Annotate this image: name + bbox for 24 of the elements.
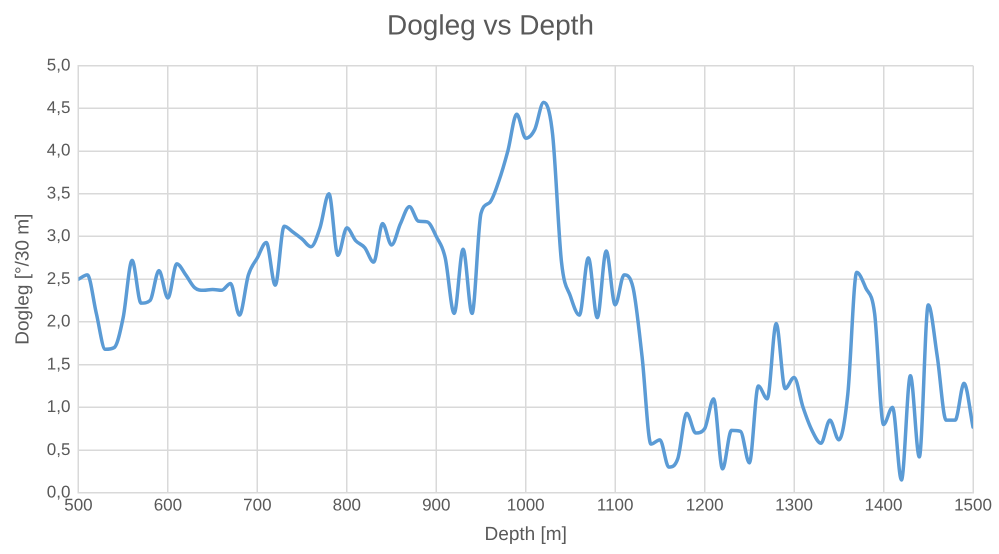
y-tick-label: 1,5 <box>46 354 70 374</box>
y-axis-title: Dogleg [°/30 m] <box>12 214 34 345</box>
x-tick-label: 1100 <box>596 496 634 515</box>
x-tick-label: 1500 <box>954 496 992 515</box>
x-tick-label: 900 <box>422 496 450 515</box>
x-tick-label: 1300 <box>775 496 813 515</box>
y-tick-label: 0,5 <box>46 440 70 459</box>
y-tick-label: 4,0 <box>46 140 70 160</box>
chart-title: Dogleg vs Depth <box>386 10 594 41</box>
y-tick-label: 2,5 <box>46 268 70 288</box>
y-tick-label: 3,5 <box>46 183 70 202</box>
x-tick-label: 800 <box>332 496 361 515</box>
y-tick-label: 4,5 <box>46 98 70 118</box>
x-tick-label: 1200 <box>686 496 724 515</box>
x-tick-label: 600 <box>154 496 182 515</box>
x-tick-label: 1000 <box>506 496 545 515</box>
line-series <box>78 100 973 482</box>
x-tick-label: 700 <box>243 496 272 515</box>
y-tick-label: 3,0 <box>46 226 70 246</box>
y-tick-label: 5,0 <box>46 55 70 74</box>
y-tick-label: 1,0 <box>46 397 70 416</box>
x-tick-label: 1400 <box>864 496 902 515</box>
y-tick-label: 2,0 <box>46 312 70 331</box>
x-axis-title: Depth [m] <box>484 524 567 545</box>
